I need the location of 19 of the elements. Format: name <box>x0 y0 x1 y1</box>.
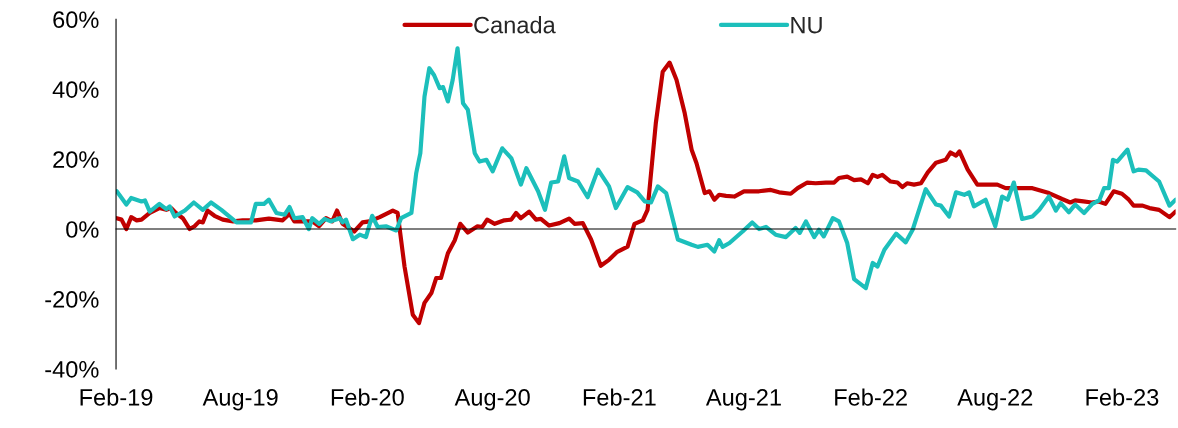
x-tick-label: Feb-19 <box>80 388 153 406</box>
x-tick-label: Feb-22 <box>835 388 907 406</box>
x-tick-label: Feb-20 <box>331 388 404 406</box>
x-tick-label: Aug-22 <box>957 389 1033 411</box>
x-tick-label: Feb-21 <box>583 388 656 406</box>
line-series <box>116 46 1176 291</box>
line-series <box>116 60 1176 326</box>
y-tick-label: 20% <box>53 151 99 168</box>
x-tick-label: Aug-19 <box>202 389 278 411</box>
y-tick-label: 60% <box>53 11 99 29</box>
y-tick-label: -20% <box>45 291 99 308</box>
x-tick-label: Feb-23 <box>1086 388 1159 406</box>
legend-label: Canada <box>474 16 556 34</box>
y-tick-label: -40% <box>45 361 99 378</box>
y-tick-label: 40% <box>52 81 99 98</box>
y-tick-label: 0% <box>66 221 99 238</box>
x-tick-label: Aug-20 <box>454 389 530 411</box>
legend-label: NU <box>791 16 822 34</box>
x-tick-label: Aug-21 <box>705 389 781 411</box>
